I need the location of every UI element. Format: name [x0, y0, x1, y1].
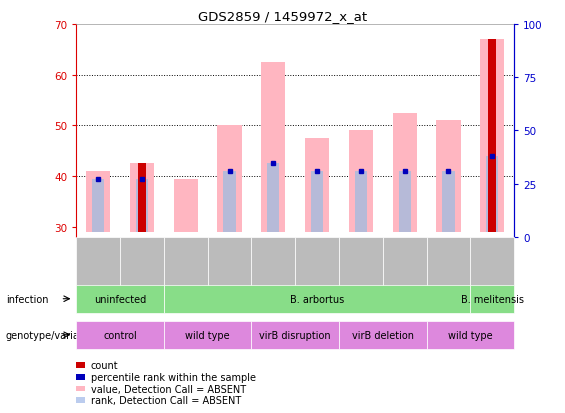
Bar	[349, 131, 373, 233]
Bar	[436, 121, 460, 233]
Bar	[136, 179, 148, 233]
Bar	[261, 63, 285, 233]
Bar	[311, 172, 323, 233]
Bar	[86, 172, 110, 233]
Text: infection: infection	[6, 294, 48, 304]
Text: wild type: wild type	[448, 330, 493, 340]
Text: control: control	[103, 330, 137, 340]
Text: virB disruption: virB disruption	[259, 330, 331, 340]
Bar	[173, 179, 198, 233]
Text: virB deletion: virB deletion	[352, 330, 414, 340]
Bar	[488, 40, 496, 233]
Text: B. arbortus: B. arbortus	[290, 294, 344, 304]
Bar	[393, 114, 417, 233]
Bar	[223, 172, 236, 233]
Bar	[355, 172, 367, 233]
Bar	[138, 164, 146, 233]
Text: B. melitensis: B. melitensis	[460, 294, 524, 304]
Bar	[130, 164, 154, 233]
Bar	[305, 139, 329, 233]
Bar	[92, 179, 105, 233]
Text: wild type: wild type	[185, 330, 230, 340]
Bar	[218, 126, 242, 233]
Bar	[267, 164, 280, 233]
Text: uninfected: uninfected	[94, 294, 146, 304]
Text: count: count	[91, 361, 119, 370]
Bar	[486, 157, 498, 233]
Text: GDS2859 / 1459972_x_at: GDS2859 / 1459972_x_at	[198, 10, 367, 23]
Text: genotype/variation: genotype/variation	[6, 330, 98, 340]
Bar	[442, 172, 455, 233]
Text: percentile rank within the sample: percentile rank within the sample	[91, 372, 256, 382]
Text: rank, Detection Call = ABSENT: rank, Detection Call = ABSENT	[91, 395, 241, 405]
Text: value, Detection Call = ABSENT: value, Detection Call = ABSENT	[91, 384, 246, 394]
Bar	[398, 172, 411, 233]
Bar	[480, 40, 505, 233]
